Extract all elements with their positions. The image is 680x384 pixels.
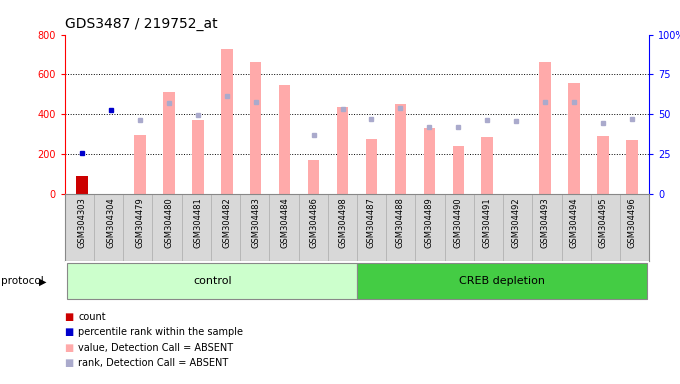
- Bar: [626, 140, 638, 194]
- Text: value, Detection Call = ABSENT: value, Detection Call = ABSENT: [78, 343, 233, 353]
- Bar: [481, 137, 493, 194]
- Text: GSM304480: GSM304480: [165, 197, 173, 248]
- Bar: [76, 176, 88, 194]
- Text: rank, Detection Call = ABSENT: rank, Detection Call = ABSENT: [78, 358, 228, 368]
- Text: GDS3487 / 219752_at: GDS3487 / 219752_at: [65, 17, 217, 31]
- Text: GSM304488: GSM304488: [396, 197, 405, 248]
- Bar: [163, 92, 175, 194]
- Text: GSM304304: GSM304304: [107, 197, 116, 248]
- Bar: [221, 49, 233, 194]
- Text: GSM304495: GSM304495: [598, 197, 607, 248]
- Bar: [308, 160, 320, 194]
- Text: count: count: [78, 312, 106, 322]
- Bar: [394, 104, 406, 194]
- Text: GSM304490: GSM304490: [454, 197, 463, 248]
- Bar: [539, 62, 551, 194]
- Bar: [452, 146, 464, 194]
- Text: protocol: protocol: [1, 276, 44, 286]
- Text: GSM304494: GSM304494: [570, 197, 579, 248]
- Text: GSM304492: GSM304492: [512, 197, 521, 248]
- Text: GSM304491: GSM304491: [483, 197, 492, 248]
- Text: ■: ■: [65, 327, 74, 337]
- Text: ■: ■: [65, 358, 74, 368]
- Text: ■: ■: [65, 312, 74, 322]
- Text: GSM304479: GSM304479: [135, 197, 144, 248]
- Text: GSM304496: GSM304496: [628, 197, 636, 248]
- Text: GSM304487: GSM304487: [367, 197, 376, 248]
- Bar: [424, 128, 435, 194]
- Text: GSM304482: GSM304482: [222, 197, 231, 248]
- Bar: [597, 136, 609, 194]
- Bar: [134, 135, 146, 194]
- Text: ▶: ▶: [39, 276, 47, 286]
- Text: GSM304483: GSM304483: [251, 197, 260, 248]
- Text: GSM304481: GSM304481: [193, 197, 202, 248]
- Bar: [568, 83, 580, 194]
- Bar: [250, 62, 262, 194]
- Text: GSM304498: GSM304498: [338, 197, 347, 248]
- Bar: [366, 139, 377, 194]
- Text: percentile rank within the sample: percentile rank within the sample: [78, 327, 243, 337]
- Bar: [279, 85, 290, 194]
- Bar: [337, 107, 348, 194]
- Bar: [67, 263, 357, 300]
- Text: ■: ■: [65, 343, 74, 353]
- Text: control: control: [193, 276, 232, 286]
- Text: CREB depletion: CREB depletion: [459, 276, 545, 286]
- Text: GSM304484: GSM304484: [280, 197, 289, 248]
- Text: GSM304486: GSM304486: [309, 197, 318, 248]
- Bar: [357, 263, 647, 300]
- Text: GSM304493: GSM304493: [541, 197, 549, 248]
- Text: GSM304303: GSM304303: [78, 197, 86, 248]
- Bar: [192, 120, 203, 194]
- Text: GSM304489: GSM304489: [425, 197, 434, 248]
